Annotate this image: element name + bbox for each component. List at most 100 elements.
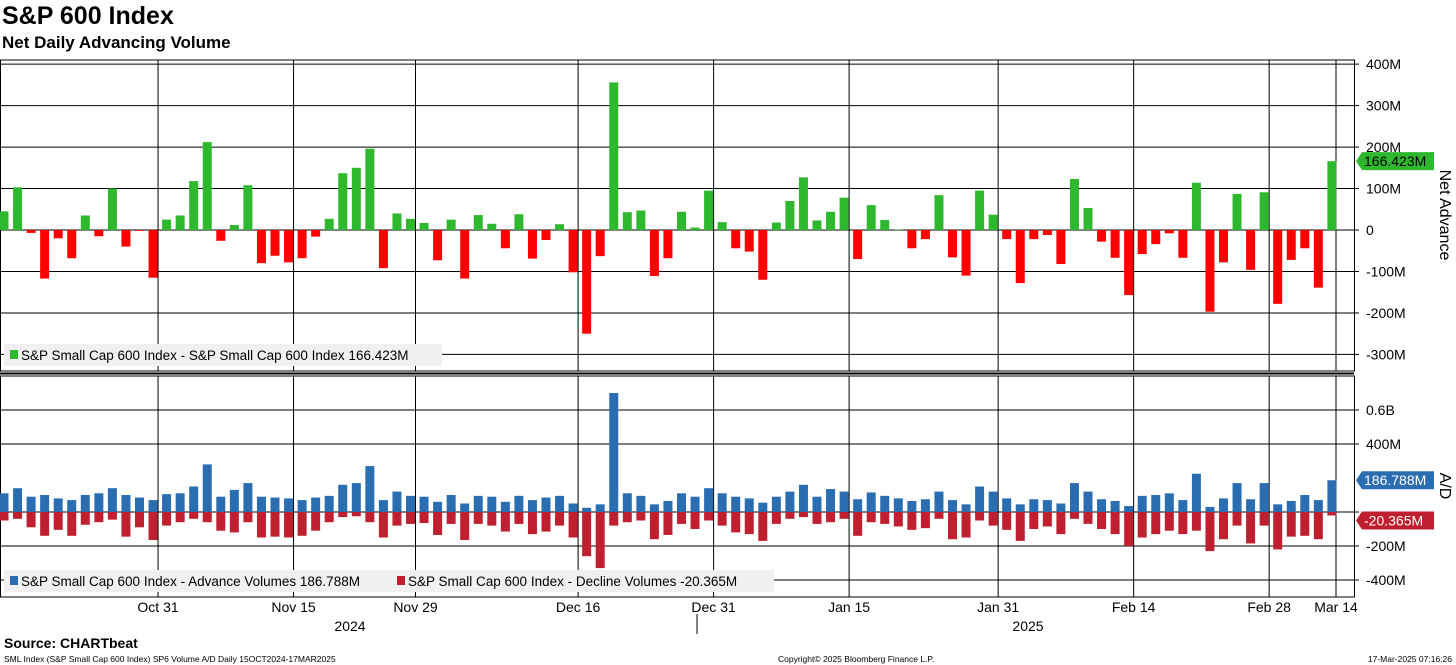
advance-volume-bar [731,496,741,512]
advance-volume-bar [1015,504,1025,512]
advance-volume-bar [934,491,944,512]
decline-volume-bar [758,512,768,541]
net-advance-bar [311,230,321,237]
decline-volume-bar [392,512,402,526]
net-advance-bar [378,230,388,269]
advance-volume-bar [690,496,700,512]
net-advance-bar [961,230,971,276]
advance-volume-bar [1232,483,1242,512]
advance-volume-bar [67,500,77,512]
advance-volume-bar [1313,500,1323,512]
advance-volume-bar [961,504,971,512]
decline-volume-bar [636,512,646,521]
decline-volume-bar [663,512,673,535]
decline-volume-bar [541,512,551,532]
advance-volume-bar [351,483,361,512]
net-advance-bar [622,212,632,231]
advance-volume-bar [107,488,117,512]
decline-volume-bar [189,512,199,519]
advance-volume-bar [1110,500,1120,512]
advance-volume-bar [609,393,619,512]
net-advance-bar [107,188,117,231]
footer-timestamp: 17-Mar-2025 07:16:26 [1367,654,1452,664]
net-advance-bar [365,148,375,231]
decline-volume-bar [256,512,266,538]
decline-volume-bar [1083,512,1093,524]
decline-volume-bar [975,512,985,521]
decline-volume-bar [1110,512,1120,535]
advance-volume-bar [1273,504,1283,512]
decline-volume-bar [13,512,23,519]
legend-label-advance: S&P Small Cap 600 Index - Advance Volume… [21,574,360,589]
decline-volume-bar [1300,512,1310,536]
net-advance-bar [1191,182,1201,231]
legend-swatch-advance [10,576,18,585]
decline-volume-bar [595,512,605,569]
advance-volume-bar [13,488,23,512]
net-advance-bar [460,230,470,279]
advance-volume-bar [1178,500,1188,512]
advance-volume-bar [243,483,253,512]
net-advance-bar [148,230,158,278]
decline-volume-bar [202,512,212,523]
net-advance-bar [826,211,836,231]
decline-volume-bar [40,512,50,536]
net-advance-bar [1083,208,1093,231]
chart-title: S&P 600 Index [2,2,174,30]
advance-volume-bar [229,489,239,512]
decline-volume-bar [1151,512,1161,535]
net-advance-bar [270,230,280,256]
decline-volume-bar [94,512,104,523]
decline-volume-bar [1273,512,1283,550]
advance-volume-bar [216,496,226,512]
decline-volume-bar [1124,512,1134,546]
net-advance-bar [609,82,619,231]
decline-volume-bar [0,512,9,521]
decline-volume-bar [135,512,144,528]
decline-volume-bar [284,512,294,538]
net-advance-bar [13,187,23,231]
decline-volume-bar [893,512,903,527]
decline-volume-bar [162,512,172,526]
legend-bg-top [4,344,442,366]
net-advance-bar [189,181,199,231]
decline-volume-bar [514,512,524,524]
net-advance-bar [1300,230,1310,249]
net-advance-bar [406,218,415,231]
decline-volume-bar [744,512,754,535]
advance-volume-bar [0,493,9,512]
advance-volume-bar [541,497,551,512]
net-advance-bar [1042,230,1052,235]
x-tick-label: Oct 31 [137,599,178,615]
decline-volume-bar [107,512,117,520]
last-value-label-top: 166.423M [1364,153,1426,169]
decline-volume-bar [771,512,781,524]
net-advance-bar [446,219,456,231]
decline-volume-bar [880,512,890,524]
decline-volume-bar [26,512,36,528]
advance-volume-bar [636,495,646,512]
net-advance-bar [704,190,714,231]
x-tick-label: Dec 31 [691,599,736,615]
decline-volume-bar [419,512,429,524]
decline-volume-bar [378,512,388,538]
net-advance-bar [94,230,104,237]
advance-volume-bar [1029,499,1039,512]
decline-volume-bar [1029,512,1039,529]
decline-volume-bar [175,512,185,523]
y-tick-label-top: 300M [1366,98,1401,114]
advance-volume-bar [853,499,863,512]
decline-volume-bar [1191,512,1201,531]
net-advance-bar [1069,179,1079,231]
advance-volume-bar [40,495,50,512]
decline-volume-bar [229,512,239,533]
net-advance-bar [135,230,144,231]
advance-volume-bar [880,495,890,512]
decline-volume-bar [148,512,158,541]
decline-volume-bar [622,512,632,523]
net-advance-bar [1124,230,1134,296]
y-tick-label-top: 100M [1366,181,1401,197]
decline-volume-bar [1097,512,1107,529]
decline-volume-bar [1259,512,1269,526]
